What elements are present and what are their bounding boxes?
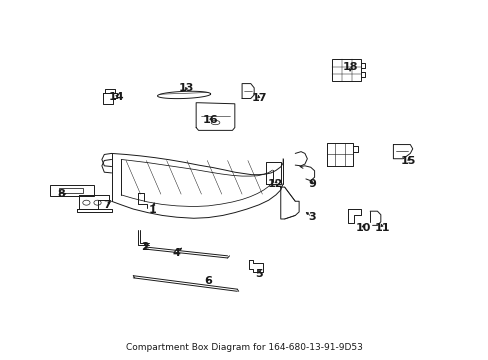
Text: Compartment Box Diagram for 164-680-13-91-9D53: Compartment Box Diagram for 164-680-13-9…: [126, 343, 362, 352]
Text: 11: 11: [374, 223, 389, 233]
Bar: [50, 185, 94, 196]
Text: 6: 6: [204, 276, 212, 286]
Text: 4: 4: [173, 248, 181, 258]
Text: 18: 18: [343, 62, 358, 72]
Text: 15: 15: [400, 156, 416, 166]
Text: 9: 9: [307, 179, 315, 189]
Text: 14: 14: [108, 92, 124, 102]
Text: 2: 2: [141, 242, 149, 252]
Bar: [332, 59, 361, 81]
Text: 13: 13: [179, 83, 194, 93]
Text: 7: 7: [102, 200, 110, 210]
Text: 10: 10: [354, 223, 370, 233]
Text: 12: 12: [267, 179, 283, 189]
Text: 1: 1: [148, 205, 156, 215]
Bar: [59, 188, 83, 193]
Text: 16: 16: [203, 115, 218, 125]
Text: 3: 3: [308, 212, 315, 222]
Text: 5: 5: [255, 269, 262, 279]
Text: 17: 17: [251, 94, 266, 103]
Text: 8: 8: [57, 189, 64, 199]
